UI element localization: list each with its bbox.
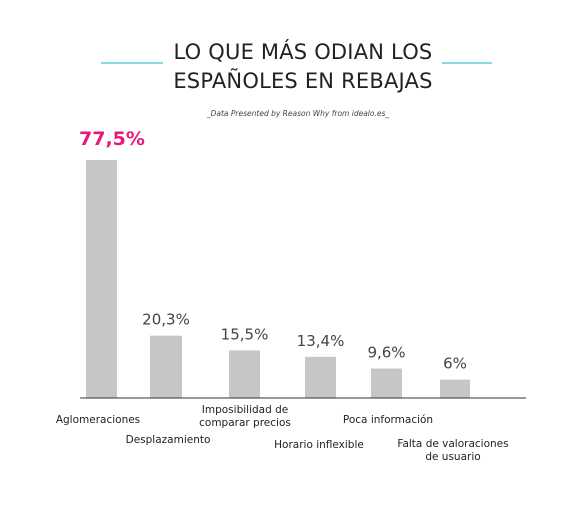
- bar-4: [305, 356, 336, 398]
- category-label-3-line-2: comparar precios: [199, 417, 291, 429]
- category-label-5: Poca información: [343, 414, 433, 426]
- chart-title-line-1: LO QUE MÁS ODIAN LOS: [174, 39, 433, 64]
- value-label-6: 6%: [443, 355, 467, 373]
- category-label-6-line-2: de usuario: [425, 451, 480, 463]
- bar-6: [440, 379, 470, 398]
- chart-title-line-2: ESPAÑOLES EN REBAJAS: [173, 67, 432, 93]
- bars-group: [86, 160, 470, 398]
- value-labels-group: 77,5% 20,3% 15,5% 13,4% 9,6% 6%: [79, 128, 467, 373]
- chart-subtitle: _Data Presented by Reason Why from ideal…: [206, 109, 390, 118]
- value-label-3: 15,5%: [221, 325, 269, 343]
- bar-1: [86, 160, 117, 398]
- value-label-4: 13,4%: [297, 332, 345, 350]
- value-label-2: 20,3%: [142, 311, 190, 329]
- category-label-4: Horario inflexible: [274, 439, 364, 451]
- bar-2: [150, 335, 182, 398]
- bar-5: [371, 368, 402, 398]
- category-label-6-line-1: Falta de valoraciones: [397, 438, 508, 450]
- category-labels-group: Aglomeraciones Desplazamiento Imposibilida…: [56, 404, 509, 463]
- category-label-1: Aglomeraciones: [56, 414, 140, 426]
- value-label-5: 9,6%: [367, 344, 405, 362]
- value-label-1: 77,5%: [79, 128, 145, 150]
- category-label-2: Desplazamiento: [126, 434, 211, 446]
- category-label-3-line-1: Imposibilidad de: [202, 404, 288, 416]
- bar-3: [229, 350, 260, 398]
